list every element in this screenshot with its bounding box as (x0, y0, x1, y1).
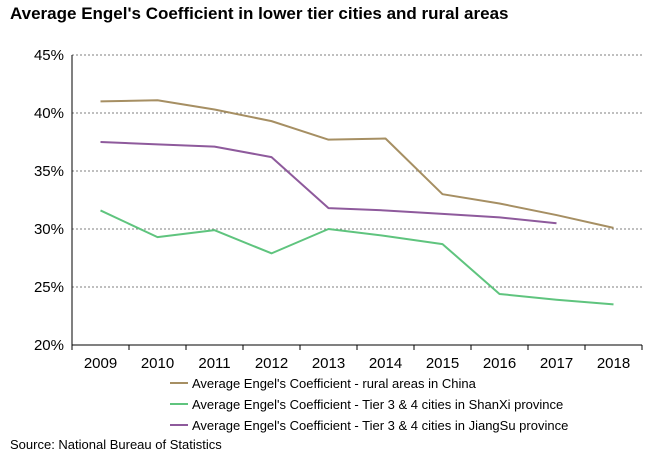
series-lines (100, 99, 614, 306)
source-note: Source: National Bureau of Statistics (10, 437, 222, 452)
x-tick-label: 2018 (597, 355, 630, 372)
y-tick-label: 25% (34, 279, 64, 296)
gridlines (72, 54, 642, 288)
x-tick-label: 2016 (483, 355, 516, 372)
x-tick-label: 2009 (84, 355, 117, 372)
x-tick-label: 2012 (255, 355, 288, 372)
legend-label: Average Engel's Coefficient - rural area… (192, 375, 476, 391)
y-tick-label: 45% (34, 47, 64, 64)
legend-swatch (170, 382, 188, 384)
axes (71, 55, 643, 350)
y-tick-label: 30% (34, 221, 64, 238)
x-tick-label: 2015 (426, 355, 459, 372)
legend-swatch (170, 424, 188, 426)
series-line (100, 209, 614, 306)
x-tick-label: 2010 (141, 355, 174, 372)
legend-label: Average Engel's Coefficient - Tier 3 & 4… (192, 396, 564, 412)
legend-entry: Average Engel's Coefficient - Tier 3 & 4… (170, 416, 568, 434)
legend-entry: Average Engel's Coefficient - rural area… (170, 374, 476, 392)
legend-label: Average Engel's Coefficient - Tier 3 & 4… (192, 417, 569, 433)
y-tick-label: 20% (34, 337, 64, 354)
x-tick-label: 2013 (312, 355, 345, 372)
y-tick-label: 40% (34, 105, 64, 122)
legend-entry: Average Engel's Coefficient - Tier 3 & 4… (170, 395, 563, 413)
series-line (100, 141, 557, 225)
tick-labels: 20% 25% 30% 35% 40% 45% 2009 2010 2011 2012 2013 20… (34, 47, 630, 372)
x-tick-label: 2011 (198, 355, 230, 372)
legend-swatch (170, 403, 188, 405)
series-line (100, 99, 614, 229)
x-tick-label: 2017 (540, 355, 573, 372)
chart-title: Average Engel's Coefficient in lower tie… (10, 4, 509, 23)
x-tick-label: 2014 (369, 355, 402, 372)
y-tick-label: 35% (34, 163, 64, 180)
